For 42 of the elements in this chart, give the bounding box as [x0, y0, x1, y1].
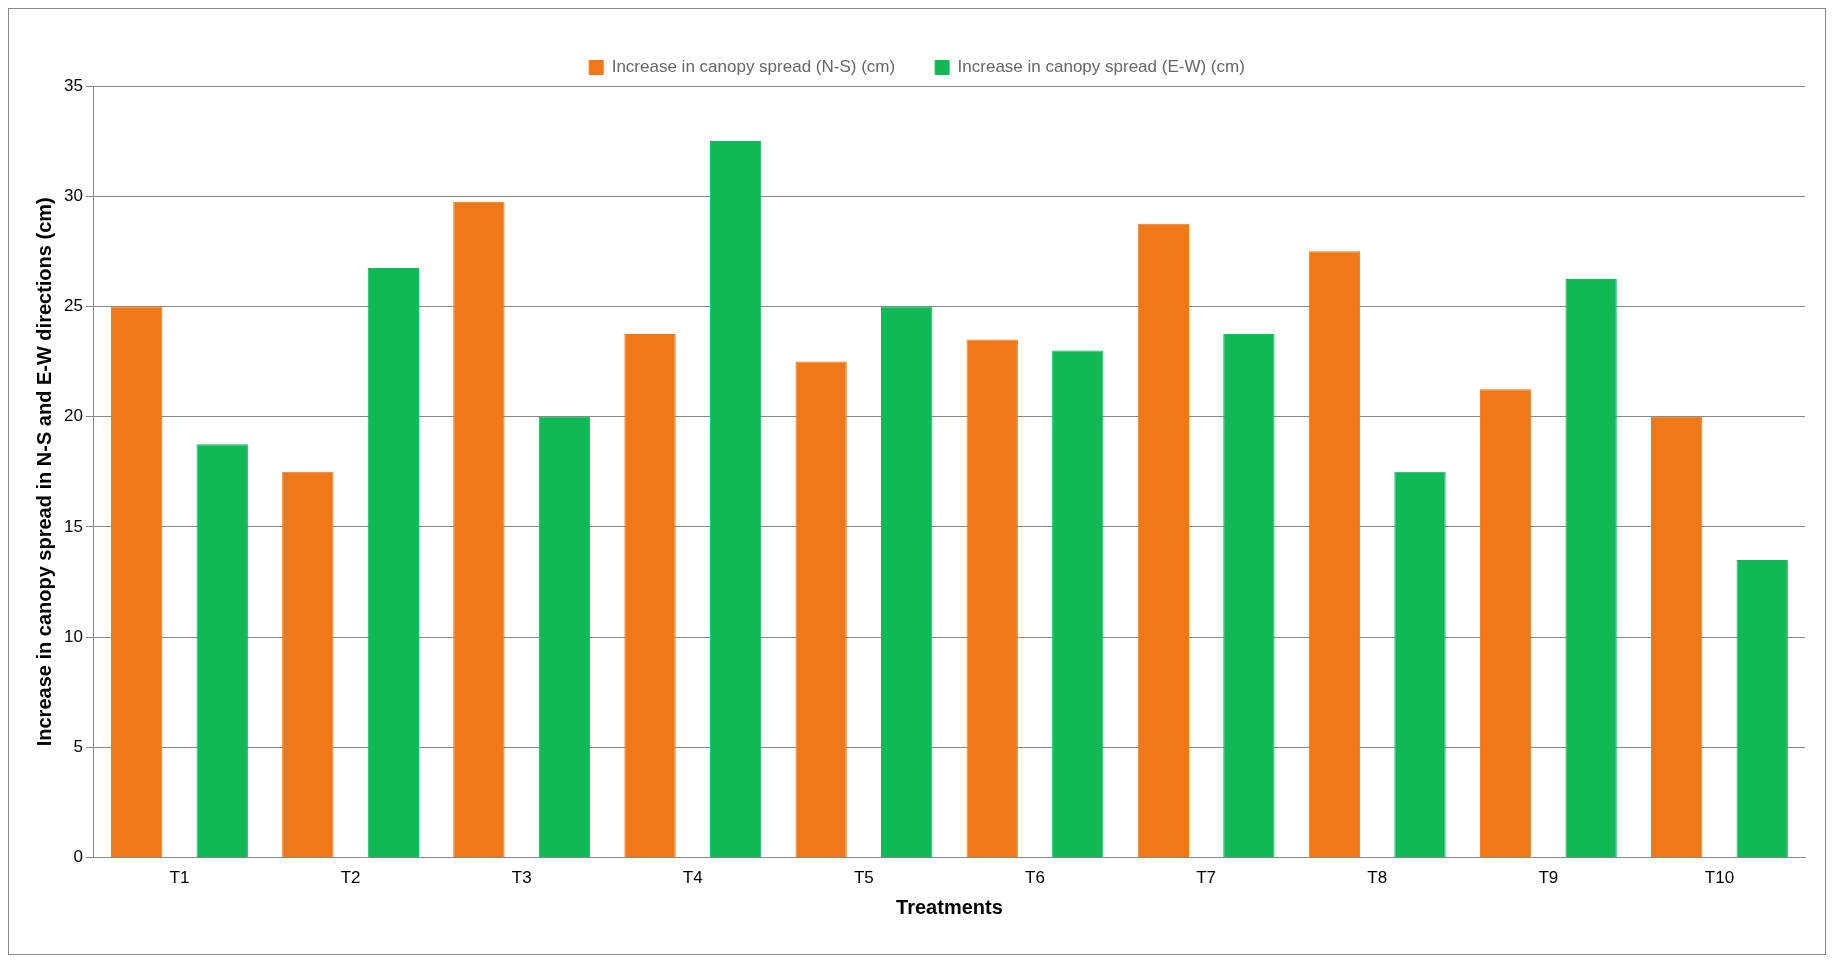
bar — [1308, 251, 1361, 858]
bar — [624, 334, 676, 858]
bar — [453, 201, 505, 858]
x-tick-label: T9 — [1538, 868, 1559, 888]
bar — [1223, 334, 1275, 858]
x-tick-label: T3 — [511, 868, 532, 888]
legend-label: Increase in canopy spread (E-W) (cm) — [957, 57, 1245, 77]
bar — [966, 339, 1018, 858]
bar — [1052, 350, 1104, 858]
bar — [1137, 223, 1190, 858]
x-tick-label: T6 — [1025, 868, 1045, 888]
bar — [795, 361, 847, 858]
bar — [196, 444, 248, 858]
y-tick-label: 10 — [63, 626, 83, 646]
x-tick-label: T10 — [1704, 868, 1735, 888]
y-tick-label: 35 — [63, 75, 83, 95]
legend-label: Increase in canopy spread (N-S) (cm) — [611, 57, 896, 77]
bar — [538, 416, 591, 858]
bar — [881, 306, 933, 858]
x-tick-label: T2 — [340, 868, 361, 888]
y-tick-label: 25 — [63, 296, 83, 316]
bar — [1736, 559, 1788, 858]
bar — [111, 306, 163, 858]
x-axis-title: Treatments — [896, 895, 1003, 918]
bar — [1565, 278, 1617, 858]
bar — [282, 471, 334, 858]
y-tick-label: 20 — [63, 406, 83, 426]
bar — [1651, 416, 1703, 858]
y-tick-label: 15 — [63, 516, 83, 536]
bar — [367, 267, 420, 858]
x-tick-label: T8 — [1367, 868, 1388, 888]
x-tick-label: T7 — [1196, 868, 1217, 888]
y-tick-label: 0 — [73, 847, 83, 867]
y-tick-label: 30 — [63, 185, 83, 205]
y-axis-title: Increase in canopy spread in N-S and E-W directions (cm) — [32, 197, 55, 747]
y-tick-label: 5 — [73, 737, 83, 757]
bar — [709, 141, 762, 858]
bar — [1394, 471, 1446, 858]
x-tick-label: T5 — [853, 868, 874, 888]
bar — [1479, 389, 1532, 858]
x-tick-label: T1 — [169, 868, 190, 888]
x-tick-label: T4 — [682, 868, 703, 888]
